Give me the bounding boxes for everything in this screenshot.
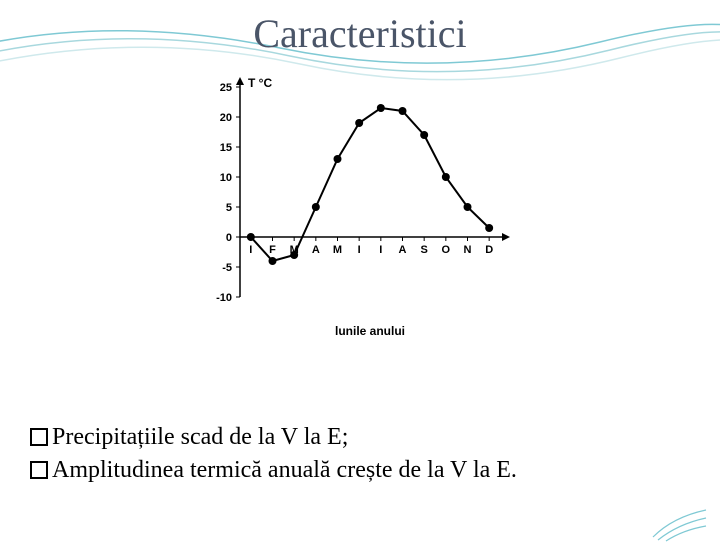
svg-text:A: A [312, 244, 320, 256]
bullet-text: Precipitațiile scad de la V la E; [52, 424, 348, 451]
svg-text:-10: -10 [216, 292, 232, 304]
bullet-text: Amplitudinea termică anuală crește de la… [52, 457, 517, 484]
bullet-list: Precipitațiile scad de la V la E; Amplit… [30, 424, 690, 490]
svg-text:0: 0 [226, 232, 232, 244]
svg-text:D: D [485, 244, 493, 256]
corner-decoration [648, 502, 708, 542]
svg-text:lunile anului: lunile anului [335, 324, 405, 338]
bullet-icon [30, 461, 48, 479]
svg-text:S: S [420, 244, 427, 256]
svg-text:A: A [399, 244, 407, 256]
page-title: Caracteristici [0, 10, 720, 57]
svg-text:I: I [249, 244, 252, 256]
svg-text:25: 25 [220, 82, 232, 94]
list-item: Precipitațiile scad de la V la E; [30, 424, 690, 451]
svg-text:I: I [379, 244, 382, 256]
list-item: Amplitudinea termică anuală crește de la… [30, 457, 690, 484]
svg-text:O: O [442, 244, 451, 256]
svg-text:15: 15 [220, 142, 232, 154]
temperature-chart: -10-50510152025IFMAMIIASONDT °Clunile an… [190, 77, 530, 342]
svg-text:5: 5 [226, 202, 232, 214]
svg-text:F: F [269, 244, 276, 256]
svg-text:20: 20 [220, 112, 232, 124]
bullet-icon [30, 428, 48, 446]
svg-text:M: M [333, 244, 342, 256]
svg-text:-5: -5 [222, 262, 232, 274]
svg-text:I: I [358, 244, 361, 256]
svg-text:N: N [464, 244, 472, 256]
svg-text:T °C: T °C [248, 77, 272, 90]
svg-text:10: 10 [220, 172, 232, 184]
